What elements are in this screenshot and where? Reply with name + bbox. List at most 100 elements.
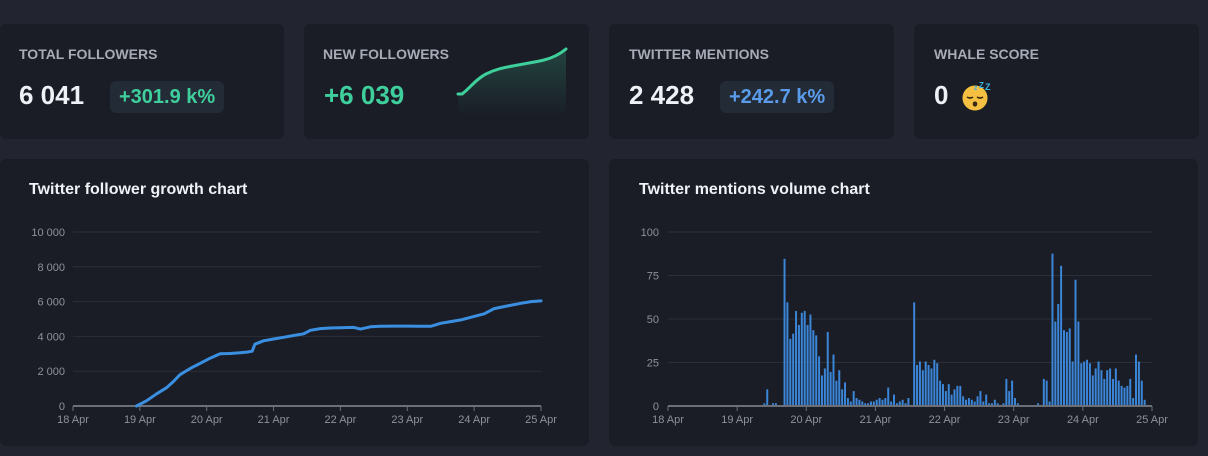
y-tick-label: 100 <box>641 227 659 239</box>
y-tick-label: 8 000 <box>37 262 65 274</box>
mention-bar <box>1054 321 1057 405</box>
mention-bar <box>918 361 921 405</box>
svg-text:Z: Z <box>985 82 991 92</box>
mention-bar <box>818 356 821 405</box>
mention-bar <box>803 311 806 405</box>
mention-bar <box>1048 401 1051 405</box>
mention-bar <box>869 401 872 405</box>
y-tick-label: 0 <box>653 401 659 413</box>
mention-bar <box>855 398 858 405</box>
whale-score-label: WHALE SCORE <box>934 46 1039 62</box>
mention-bar <box>1126 385 1129 405</box>
total-followers-card: TOTAL FOLLOWERS 6 041 +301.9 k% <box>0 24 284 139</box>
mention-bar <box>913 302 916 405</box>
mention-bar <box>812 330 815 405</box>
mention-bar <box>901 399 904 405</box>
mention-bar <box>832 354 835 405</box>
mention-bar <box>950 394 953 405</box>
svg-text:Z: Z <box>979 81 984 90</box>
x-tick-label: 21 Apr <box>860 414 892 426</box>
mention-bar <box>864 403 867 405</box>
x-tick-label: 20 Apr <box>790 414 822 426</box>
mention-bar <box>1045 380 1048 405</box>
mention-bar <box>1094 368 1097 405</box>
mention-bar <box>1091 375 1094 405</box>
mention-bar <box>895 403 898 405</box>
mention-bar <box>872 401 875 405</box>
mention-bar <box>887 387 890 405</box>
mention-bar <box>1086 359 1089 405</box>
follower-series-line <box>135 299 543 408</box>
mention-bar <box>921 370 924 405</box>
mention-bar <box>1111 378 1114 405</box>
mention-bar <box>884 398 887 405</box>
mention-bar <box>1002 403 1005 405</box>
twitter-mentions-value: 2 428 <box>629 80 695 110</box>
follower-growth-chart: 0 2 000 4 000 6 000 8 000 10 000 18 Apr 19 Apr 2… <box>31 227 557 426</box>
new-followers-card: NEW FOLLOWERS +6 039 <box>304 24 589 139</box>
mentions-volume-chart-card: Twitter mentions volume chart 0 25 50 75 100… <box>609 159 1198 446</box>
mention-bar <box>973 401 976 405</box>
mention-bar <box>1135 354 1137 405</box>
mention-bar <box>982 401 985 405</box>
sparkline-line <box>456 47 568 96</box>
mention-bar <box>933 359 936 405</box>
y-tick-label: 75 <box>647 271 659 283</box>
y-tick-label: 25 <box>647 358 659 370</box>
mention-bar <box>956 385 959 405</box>
mention-bar <box>1071 361 1074 405</box>
mention-bar <box>927 364 930 405</box>
mention-bar <box>1100 370 1103 405</box>
mention-bar <box>936 363 939 405</box>
follower-growth-chart-card: Twitter follower growth chart 0 2 000 4 00… <box>0 159 589 446</box>
twitter-mentions-label: TWITTER MENTIONS <box>629 46 769 62</box>
mention-bar <box>985 394 988 405</box>
whale-score-value: 0 <box>934 80 949 110</box>
mention-bar <box>1123 387 1126 405</box>
mention-bar <box>1008 391 1011 405</box>
total-followers-label: TOTAL FOLLOWERS <box>19 46 158 62</box>
mention-bar <box>841 389 844 405</box>
mention-bar <box>792 333 795 405</box>
mention-bar <box>815 335 818 405</box>
new-followers-value: +6 039 <box>324 80 405 110</box>
mention-bar <box>1014 398 1016 405</box>
mention-bar <box>1117 380 1120 405</box>
mention-bar <box>1042 378 1045 405</box>
x-tick-label: 22 Apr <box>325 414 357 426</box>
mention-bar <box>826 331 829 405</box>
mention-bar <box>823 368 826 405</box>
mentions-volume-chart-title: Twitter mentions volume chart <box>639 181 870 198</box>
x-tick-label: 22 Apr <box>929 414 961 426</box>
mentions-volume-chart: 0 25 50 75 100 18 Apr 19 Apr 20 Apr 21 Apr 22 Apr… <box>641 227 1169 426</box>
x-tick-label: 25 Apr <box>1136 414 1168 426</box>
mention-bar <box>1088 363 1091 405</box>
mention-bar <box>962 396 965 405</box>
mention-bar <box>947 384 950 405</box>
x-tick-label: 19 Apr <box>721 414 753 426</box>
x-tick-label: 20 Apr <box>191 414 223 426</box>
mention-bar <box>990 403 993 405</box>
mention-bar <box>1114 368 1117 405</box>
mention-bar <box>1065 331 1068 405</box>
y-tick-label: 2 000 <box>37 366 65 378</box>
mention-bar <box>1140 380 1143 405</box>
mention-bar <box>893 394 895 405</box>
mention-bar <box>1097 361 1100 405</box>
y-tick-label: 4 000 <box>37 331 65 343</box>
mention-bar <box>967 398 970 405</box>
twitter-mentions-change-badge: +242.7 k% <box>720 81 835 113</box>
mention-bar <box>1057 304 1060 405</box>
mention-bar <box>1132 398 1135 405</box>
mention-bar <box>944 391 947 405</box>
x-tick-label: 24 Apr <box>458 414 490 426</box>
y-tick-label: 50 <box>647 314 659 326</box>
mention-bar <box>1080 363 1083 405</box>
mention-bar <box>783 258 786 405</box>
mention-bar <box>979 391 982 405</box>
mention-bar <box>820 375 823 405</box>
x-tick-label: 21 Apr <box>258 414 290 426</box>
mention-bar <box>1077 321 1080 405</box>
mention-bar <box>1060 265 1063 405</box>
mention-bar <box>898 401 901 405</box>
